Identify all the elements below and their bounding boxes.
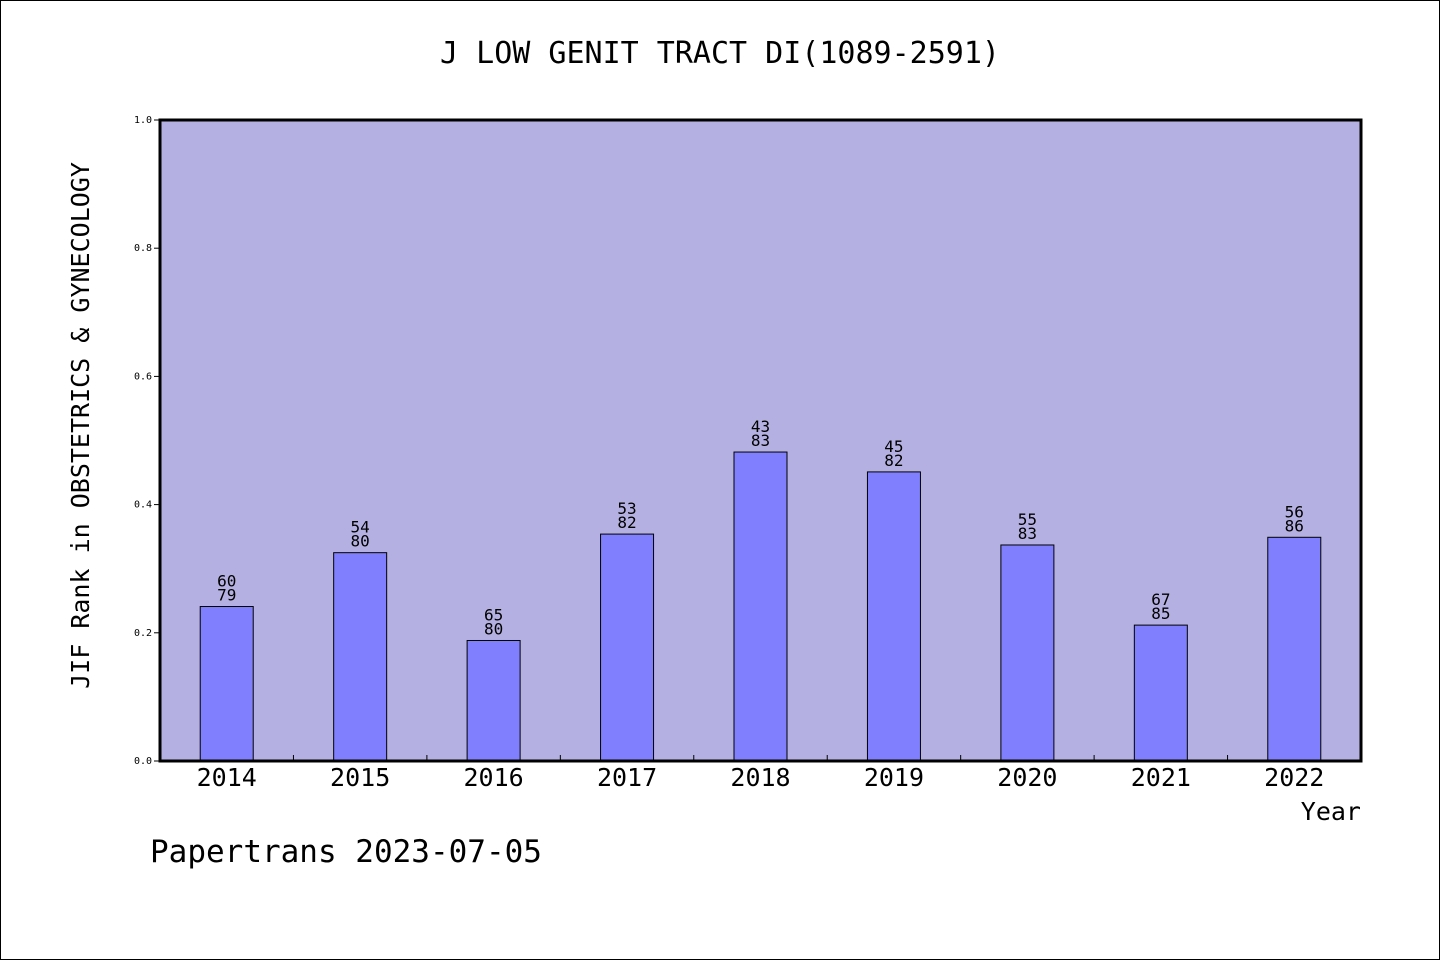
y-tick-label: 1.0 bbox=[134, 115, 152, 126]
chart-title: J LOW GENIT TRACT DI(1089-2591) bbox=[440, 36, 1000, 71]
bar-rank-label: 67 bbox=[1151, 590, 1170, 609]
bar-rank-label: 54 bbox=[351, 518, 370, 537]
footer-note: Papertrans 2023-07-05 bbox=[150, 834, 542, 870]
x-tick-label: 2014 bbox=[197, 763, 257, 792]
x-tick-label: 2015 bbox=[330, 763, 390, 792]
bar bbox=[733, 451, 788, 762]
bar bbox=[466, 639, 521, 762]
x-tick-label: 2021 bbox=[1131, 763, 1191, 792]
bar-total-label: 82 bbox=[617, 513, 636, 532]
y-tick-label: 0.8 bbox=[134, 243, 152, 254]
bar bbox=[1267, 536, 1322, 762]
bar-total-label: 79 bbox=[217, 586, 236, 605]
x-tick-label: 2017 bbox=[597, 763, 657, 792]
y-tick-label: 0.2 bbox=[134, 628, 152, 639]
y-axis-label: JIF Rank in OBSTETRICS & GYNECOLOGY bbox=[66, 162, 95, 689]
x-tick-label: 2016 bbox=[464, 763, 524, 792]
x-tick-label: 2019 bbox=[864, 763, 924, 792]
x-tick-label: 2018 bbox=[730, 763, 790, 792]
y-tick-label: 0.6 bbox=[134, 371, 152, 382]
x-tick-label: 2020 bbox=[997, 763, 1057, 792]
bar-rank-label: 53 bbox=[617, 499, 636, 518]
bar-rank-label: 45 bbox=[884, 437, 903, 456]
bar-rank-label: 56 bbox=[1285, 502, 1304, 521]
y-tick-label: 0.4 bbox=[134, 500, 152, 511]
bar-rank-label: 60 bbox=[217, 572, 236, 591]
bar-total-label: 83 bbox=[751, 431, 770, 450]
bar-rank-label: 55 bbox=[1018, 510, 1037, 529]
bar bbox=[1133, 624, 1188, 762]
x-tick-label: 2022 bbox=[1264, 763, 1324, 792]
bar-total-label: 85 bbox=[1151, 604, 1170, 623]
bar-rank-label: 43 bbox=[751, 417, 770, 436]
y-tick-label: 0.0 bbox=[134, 756, 152, 767]
bar bbox=[333, 552, 388, 762]
bar-total-label: 83 bbox=[1018, 524, 1037, 543]
bar-total-label: 80 bbox=[484, 619, 503, 638]
bar-total-label: 80 bbox=[351, 532, 370, 551]
plot-border bbox=[158, 118, 1363, 763]
bar-rank-label: 65 bbox=[484, 605, 503, 624]
bar bbox=[1000, 544, 1055, 762]
bar bbox=[866, 471, 921, 762]
bar-total-label: 86 bbox=[1285, 516, 1304, 535]
bar bbox=[600, 533, 655, 762]
bar bbox=[199, 606, 254, 762]
bar-total-label: 82 bbox=[884, 451, 903, 470]
x-axis-label: Year bbox=[1301, 797, 1361, 826]
